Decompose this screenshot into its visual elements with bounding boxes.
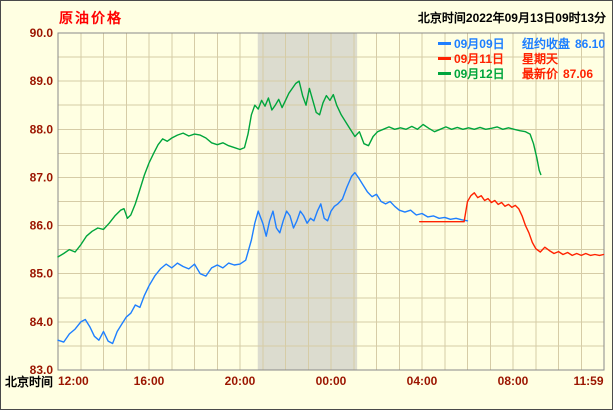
svg-text:08:00: 08:00 (498, 374, 529, 388)
legend-series-label: 最新价 (521, 67, 558, 81)
svg-text:85.0: 85.0 (30, 267, 54, 281)
chart-legend: 09月09日 纽约收盘 86.10 09月11日 星期天 09月12日 最新价 … (437, 36, 605, 81)
svg-text:86.0: 86.0 (30, 219, 54, 233)
beijing-timestamp: 北京时间2022年09月13日09时13分 (417, 11, 606, 25)
svg-text:87.0: 87.0 (30, 170, 54, 184)
legend-series-date: 09月09日 (453, 37, 505, 51)
legend-row-sep11: 09月11日 星期天 (437, 51, 605, 66)
legend-series-label: 纽约收盘 (521, 37, 570, 51)
svg-text:11:59: 11:59 (574, 374, 604, 388)
series-color-swatch-blue (437, 42, 451, 45)
svg-text:20:00: 20:00 (225, 374, 256, 388)
svg-text:16:00: 16:00 (134, 374, 165, 388)
svg-text:89.0: 89.0 (30, 74, 54, 88)
svg-text:04:00: 04:00 (407, 374, 438, 388)
svg-text:83.0: 83.0 (30, 363, 54, 377)
svg-text:12:00: 12:00 (58, 374, 89, 388)
svg-text:84.0: 84.0 (30, 315, 54, 329)
series-color-swatch-green (437, 72, 451, 75)
legend-series-date: 09月12日 (453, 67, 505, 81)
x-axis-caption: 北京时间 (5, 375, 54, 389)
svg-text:88.0: 88.0 (30, 122, 54, 136)
svg-text:00:00: 00:00 (316, 374, 347, 388)
legend-series-value: 86.10 (574, 36, 605, 51)
legend-series-label: 星期天 (521, 52, 558, 66)
series-color-swatch-red (437, 57, 451, 60)
legend-series-value: 87.06 (562, 66, 593, 81)
page-title: 原油价格 (59, 10, 123, 26)
svg-text:90.0: 90.0 (30, 26, 54, 40)
legend-row-sep12: 09月12日 最新价 87.06 (437, 66, 605, 81)
legend-row-sep09: 09月09日 纽约收盘 86.10 (437, 36, 605, 51)
legend-series-date: 09月11日 (453, 52, 504, 66)
